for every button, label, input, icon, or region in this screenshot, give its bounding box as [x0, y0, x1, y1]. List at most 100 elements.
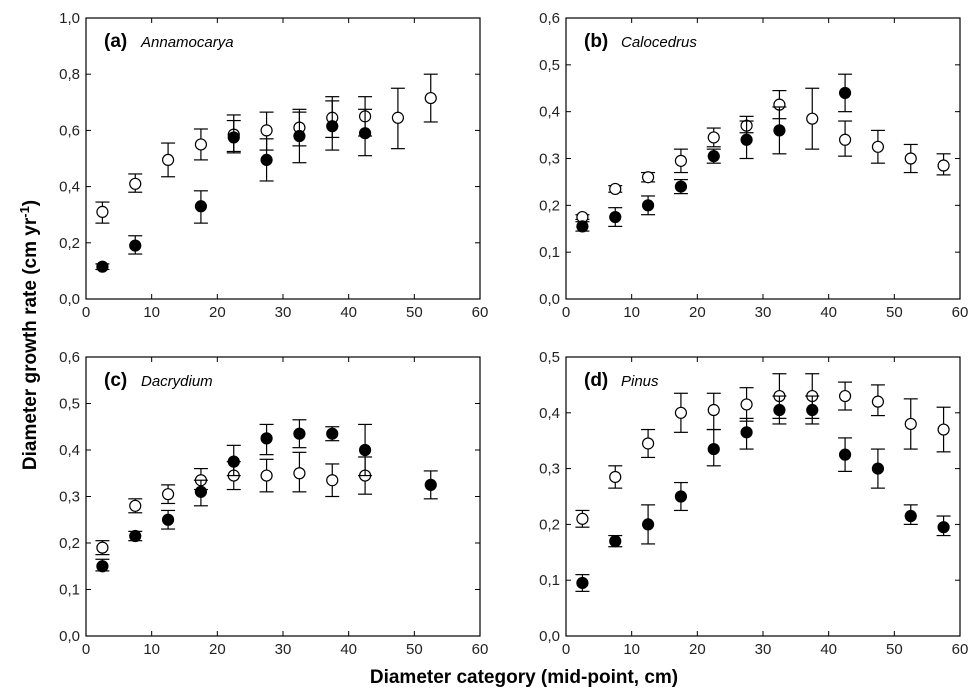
x-tick-label: 50 [406, 304, 423, 321]
y-tick-label: 0,1 [539, 244, 560, 261]
data-point-filled [806, 403, 819, 417]
data-point-filled [358, 443, 372, 457]
data-point-filled [326, 120, 339, 133]
x-tick-label: 40 [340, 641, 357, 658]
data-point-filled [326, 427, 339, 440]
x-tick-label: 20 [209, 304, 226, 321]
genus-name: Annamocarya [140, 34, 234, 51]
x-tick-label: 0 [562, 641, 570, 658]
data-point-filled [96, 560, 109, 573]
data-point-filled [773, 403, 786, 417]
data-point-open [871, 395, 885, 408]
panel-label: (d) [584, 370, 608, 391]
y-axis-label-main: Diameter growth rate (cm yr [20, 217, 41, 470]
x-tick-label: 10 [143, 304, 160, 321]
data-point-open [194, 138, 208, 151]
x-tick-label: 30 [275, 641, 292, 658]
genus-name: Calocedrus [621, 34, 697, 51]
panel-label: (c) [104, 370, 127, 391]
data-point-open [293, 467, 306, 480]
x-tick-label: 60 [472, 641, 489, 658]
data-point-open [674, 154, 688, 167]
x-tick-label: 40 [340, 304, 357, 321]
data-point-open [904, 417, 917, 431]
data-point-filled [96, 260, 109, 273]
y-tick-label: 0,0 [539, 628, 560, 645]
y-tick-label: 0,6 [59, 349, 80, 366]
plot-frame [85, 356, 481, 637]
x-tick-label: 40 [820, 304, 837, 321]
data-point-filled [707, 442, 720, 456]
genus-name: Pinus [621, 373, 659, 390]
x-tick-label: 20 [689, 304, 706, 321]
data-point-filled [358, 127, 372, 140]
data-point-filled [838, 86, 852, 100]
genus-name: Dacrydium [141, 373, 213, 390]
data-point-filled [707, 150, 720, 163]
panel-label: (b) [584, 31, 608, 52]
data-point-filled [293, 427, 306, 440]
x-tick-label: 0 [82, 304, 90, 321]
panel-label: (a) [104, 31, 127, 52]
data-point-open [838, 389, 852, 403]
data-point-open [937, 423, 950, 436]
data-point-filled [576, 576, 589, 590]
y-tick-label: 0,5 [539, 57, 560, 74]
y-tick-label: 0,2 [59, 535, 80, 552]
y-tick-label: 0,2 [539, 197, 560, 214]
y-tick-label: 0,6 [539, 10, 560, 27]
data-point-open [609, 182, 622, 196]
y-tick-label: 0,5 [59, 396, 80, 413]
plot-frame [565, 17, 961, 300]
x-tick-label: 60 [952, 304, 969, 321]
data-point-open [641, 171, 655, 184]
y-axis-label-close: ) [20, 200, 41, 206]
data-point-open [161, 488, 175, 501]
data-point-open [260, 124, 273, 137]
data-point-filled [609, 210, 622, 224]
panel-d: 0 10 20 30 40 50 60 0,0 0,1 0,2 0,3 0,4 0,5 (d) Pinus [539, 349, 968, 658]
data-point-open [96, 541, 109, 554]
data-point-open [391, 111, 405, 124]
data-point-open [740, 398, 753, 411]
panel-c: 0 10 20 30 40 50 60 0,0 0,1 0,2 0,3 0,4 0,5 0,6 (c) Dac… [59, 349, 488, 658]
data-point-filled [293, 129, 306, 143]
data-point-open [161, 153, 175, 167]
data-point-open [904, 152, 917, 165]
data-point-open [609, 470, 622, 484]
x-tick-label: 10 [623, 641, 640, 658]
y-tick-label: 0,3 [539, 151, 560, 168]
data-point-open [96, 205, 109, 218]
y-tick-label: 0,2 [539, 516, 560, 533]
y-tick-label: 0,5 [539, 349, 560, 366]
panel-a: 0 10 20 30 40 50 60 0,0 0,2 0,4 0,6 0,8 1,0 (a) Annamo… [59, 10, 488, 321]
panel-b: 0 10 20 30 40 50 60 0,0 0,1 0,2 0,3 0,4 0,5 0,6 (b) Cal… [539, 10, 968, 321]
x-tick-label: 30 [275, 304, 292, 321]
y-tick-label: 0,4 [59, 179, 80, 196]
data-point-filled [674, 180, 688, 193]
y-tick-label: 0,8 [59, 66, 80, 83]
data-point-open [937, 159, 950, 172]
data-point-open [707, 131, 720, 144]
x-tick-label: 20 [689, 641, 706, 658]
data-point-open [707, 403, 720, 417]
data-point-filled [740, 426, 753, 439]
data-point-filled [424, 478, 437, 491]
data-point-open [260, 469, 273, 482]
data-point-filled [871, 462, 885, 475]
data-point-filled [227, 455, 240, 468]
data-point-filled [194, 485, 208, 498]
y-tick-label: 0,0 [539, 291, 560, 308]
x-tick-label: 50 [406, 641, 423, 658]
x-tick-label: 10 [623, 304, 640, 321]
y-tick-label: 0,2 [59, 235, 80, 252]
data-point-filled [838, 448, 852, 461]
data-point-open [871, 140, 885, 153]
data-point-filled [641, 518, 655, 531]
plot-frame [565, 356, 961, 637]
y-tick-label: 0,0 [59, 291, 80, 308]
x-tick-label: 60 [472, 304, 489, 321]
data-point-open [576, 512, 589, 525]
x-tick-label: 60 [952, 641, 969, 658]
